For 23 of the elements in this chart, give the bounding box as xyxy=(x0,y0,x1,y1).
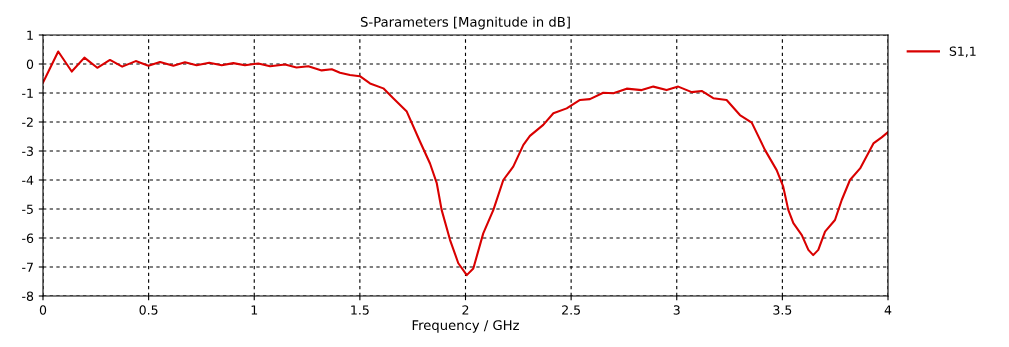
y-tick-label: -3 xyxy=(22,146,33,156)
y-tick-label: -4 xyxy=(22,175,34,185)
x-tick-label: 0 xyxy=(39,305,47,315)
x-tick-label: 2.5 xyxy=(562,305,580,315)
y-tick-label: -7 xyxy=(22,262,33,272)
y-tick-label: 1 xyxy=(27,30,33,40)
y-tick-label: -5 xyxy=(22,204,33,214)
y-tick-label: -6 xyxy=(22,233,34,243)
x-tick-label: 2 xyxy=(462,305,469,315)
x-tick-label: 3 xyxy=(673,305,680,315)
x-tick-label: 1 xyxy=(251,305,258,315)
line-series xyxy=(43,50,888,277)
y-tick-label: -2 xyxy=(22,117,33,127)
y-tick-label: -1 xyxy=(22,88,33,98)
y-tick-label: -8 xyxy=(22,291,34,301)
x-tick-label: 1.5 xyxy=(351,305,369,315)
x-tick-label: 3.5 xyxy=(773,305,792,315)
chart-title: S-Parameters [Magnitude in dB] xyxy=(360,16,570,30)
y-tick-label: 0 xyxy=(26,59,34,69)
x-tick-label: 4 xyxy=(884,305,892,315)
x-tick-label: 0.5 xyxy=(139,305,158,315)
legend-label: S1,1 xyxy=(949,46,976,58)
x-axis-title: Frequency / GHz xyxy=(412,320,519,333)
